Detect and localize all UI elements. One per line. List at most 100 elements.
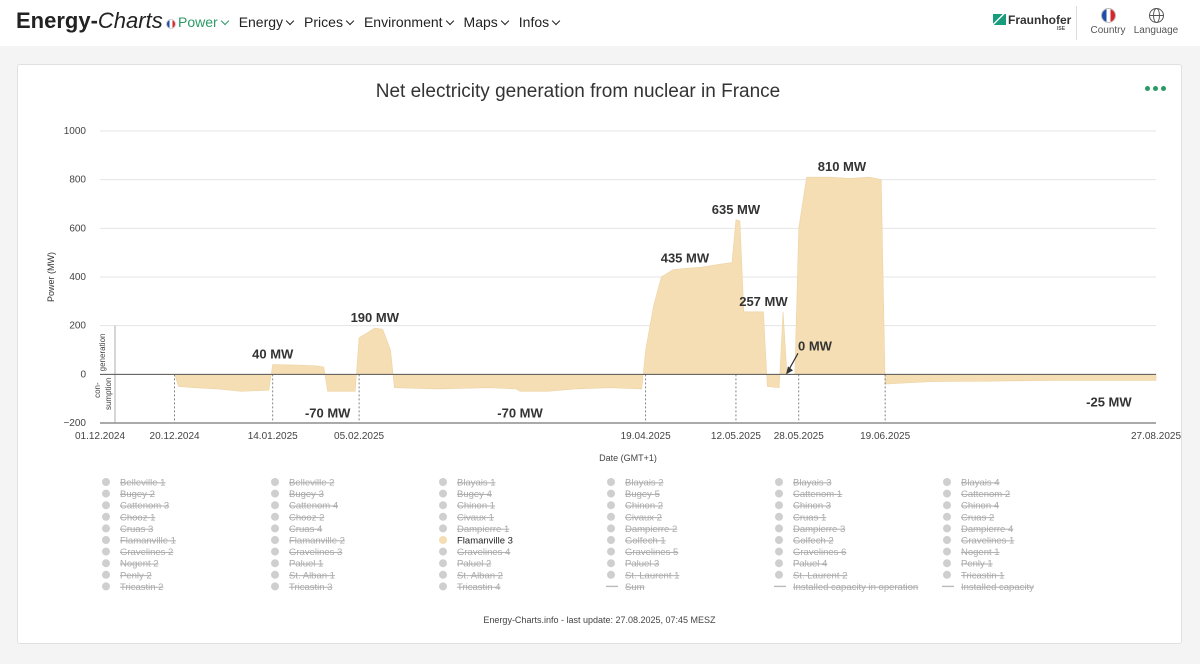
fraunhofer-logo-text: Fraunhofer	[1008, 13, 1072, 27]
legend-item[interactable]: Civaux 1	[457, 512, 494, 523]
legend-item[interactable]: Gravelines 4	[457, 547, 510, 558]
legend-item[interactable]: St. Laurent 1	[625, 570, 679, 581]
nav-item-prices[interactable]: Prices	[304, 14, 355, 30]
legend-item[interactable]: Cattenom 2	[961, 489, 1010, 500]
legend-item[interactable]: Cruas 4	[289, 524, 322, 535]
nuclear-generation-chart: Net electricity generation from nuclear …	[46, 81, 1181, 593]
legend-item[interactable]: Belleville 2	[289, 478, 334, 489]
y-tick-label: 400	[69, 272, 86, 283]
legend-item[interactable]: Nogent 2	[120, 559, 159, 570]
legend-item[interactable]: Cattenom 3	[120, 501, 169, 512]
legend-item[interactable]: Penly 2	[120, 570, 152, 581]
legend-item[interactable]: Blayais 3	[793, 478, 832, 489]
legend-marker	[607, 570, 615, 579]
legend-item[interactable]: Penly 1	[961, 559, 993, 570]
data-label: 810 MW	[818, 159, 867, 174]
legend-marker	[607, 489, 615, 498]
legend-item[interactable]: Paluel 3	[625, 559, 659, 570]
nav-item-label: Prices	[304, 14, 343, 30]
y-tick-label: 1000	[64, 126, 87, 137]
legend-item[interactable]: Chinon 1	[457, 501, 495, 512]
nav-item-environment[interactable]: Environment	[364, 14, 454, 30]
legend-item[interactable]: Tricastin 3	[289, 582, 332, 593]
legend-item[interactable]: Paluel 2	[457, 559, 491, 570]
country-button[interactable]: Country	[1083, 8, 1133, 36]
legend-marker	[271, 582, 279, 591]
legend-item[interactable]: Tricastin 1	[961, 570, 1004, 581]
nav-item-infos[interactable]: Infos	[519, 14, 561, 30]
legend-item[interactable]: Chooz 2	[289, 512, 324, 523]
chevron-down-icon	[551, 16, 561, 26]
legend-item[interactable]: Dampierre 1	[457, 524, 509, 535]
legend-item[interactable]: Golfech 1	[625, 536, 666, 547]
legend-item[interactable]: Nogent 1	[961, 547, 1000, 558]
legend-item[interactable]: Cruas 2	[961, 512, 994, 523]
legend-item[interactable]: Dampierre 2	[625, 524, 677, 535]
legend-item[interactable]: St. Alban 1	[289, 570, 335, 581]
legend-item[interactable]: Chinon 4	[961, 501, 999, 512]
legend-item[interactable]: Cruas 3	[120, 524, 153, 535]
country-label: Country	[1090, 25, 1126, 36]
legend-item[interactable]: St. Alban 2	[457, 570, 503, 581]
legend-item[interactable]: St. Laurent 2	[793, 570, 847, 581]
legend-item[interactable]: Bugey 2	[120, 489, 155, 500]
chart-menu-button[interactable]	[1145, 83, 1167, 93]
legend-item[interactable]: Bugey 5	[625, 489, 660, 500]
legend-item[interactable]: Chinon 2	[625, 501, 663, 512]
legend-item[interactable]: Gravelines 1	[961, 536, 1014, 547]
legend-item[interactable]: Bugey 4	[457, 489, 492, 500]
legend-item[interactable]: Installed capacity in operation	[793, 582, 918, 593]
legend-item[interactable]: Civaux 2	[625, 512, 662, 523]
legend-marker	[102, 559, 110, 568]
y-tick-label: 800	[69, 175, 86, 186]
legend-item[interactable]: Chinon 3	[793, 501, 831, 512]
legend-item[interactable]: Gravelines 5	[625, 547, 678, 558]
legend-item[interactable]: Dampierre 3	[793, 524, 845, 535]
legend-item[interactable]: Cruas 1	[793, 512, 826, 523]
legend-item[interactable]: Cattenom 4	[289, 501, 338, 512]
data-label: -70 MW	[305, 405, 351, 420]
fraunhofer-logo[interactable]: Fraunhofer ISE	[993, 13, 1072, 32]
legend-item[interactable]: Installed capacity	[961, 582, 1034, 593]
legend-item[interactable]: Tricastin 2	[120, 582, 163, 593]
legend-marker	[271, 559, 279, 568]
nav-item-energy[interactable]: Energy	[239, 14, 295, 30]
legend-item[interactable]: Blayais 4	[961, 478, 1000, 489]
legend-marker	[102, 489, 110, 498]
nav-item-power[interactable]: Power	[178, 14, 229, 30]
legend-item[interactable]: Gravelines 3	[289, 547, 342, 558]
energy-charts-logo[interactable]: Energy-Charts	[16, 8, 176, 34]
legend-marker	[271, 478, 279, 486]
legend-marker	[102, 524, 110, 533]
nav-item-label: Power	[178, 14, 218, 30]
legend-item[interactable]: Belleville 1	[120, 478, 165, 489]
legend-marker	[775, 559, 783, 568]
legend-item[interactable]: Golfech 2	[793, 536, 834, 547]
legend-item[interactable]: Tricastin 4	[457, 582, 500, 593]
legend-item[interactable]: Chooz 1	[120, 512, 155, 523]
legend-item[interactable]: Sum	[625, 582, 645, 593]
nav-item-maps[interactable]: Maps	[464, 14, 510, 30]
legend-item[interactable]: Flamanville 2	[289, 536, 345, 547]
legend-item[interactable]: Dampierre 4	[961, 524, 1013, 535]
legend-item[interactable]: Flamanville 3	[457, 536, 513, 547]
legend-item[interactable]: Bugey 3	[289, 489, 324, 500]
legend-marker	[271, 501, 279, 510]
legend-item[interactable]: Cattenom 1	[793, 489, 842, 500]
legend-item[interactable]: Blayais 1	[457, 478, 496, 489]
chevron-down-icon	[345, 16, 355, 26]
legend-item[interactable]: Paluel 1	[289, 559, 323, 570]
consumption-side-label: sumption	[104, 378, 113, 410]
legend-item[interactable]: Flamanville 1	[120, 536, 176, 547]
legend-marker	[439, 570, 447, 579]
legend-marker	[943, 536, 951, 544]
legend-item[interactable]: Gravelines 6	[793, 547, 846, 558]
legend-marker	[607, 547, 615, 556]
legend-item[interactable]: Blayais 2	[625, 478, 664, 489]
legend-marker	[775, 512, 783, 521]
legend-marker	[607, 478, 615, 486]
legend-item[interactable]: Paluel 4	[793, 559, 827, 570]
language-button[interactable]: Language	[1131, 8, 1181, 36]
legend-item[interactable]: Gravelines 2	[120, 547, 173, 558]
legend-marker	[775, 547, 783, 556]
